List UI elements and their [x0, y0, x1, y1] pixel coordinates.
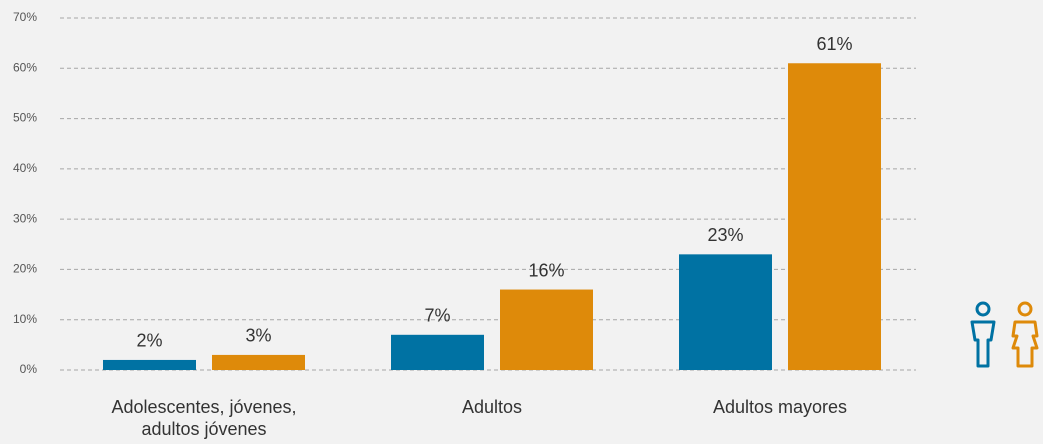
value-label: 16% — [528, 260, 564, 280]
y-tick-label: 70% — [13, 10, 37, 24]
value-label: 7% — [424, 306, 450, 326]
y-tick-label: 40% — [13, 161, 37, 175]
bar — [391, 334, 484, 370]
bar — [788, 63, 881, 370]
bar — [679, 254, 772, 370]
bar — [500, 289, 593, 370]
y-tick-label: 10% — [13, 312, 37, 326]
value-label: 3% — [245, 326, 271, 346]
y-tick-label: 0% — [20, 362, 38, 376]
y-tick-label: 30% — [13, 211, 37, 225]
x-tick-label: Adultos — [461, 397, 523, 417]
y-tick-label: 60% — [13, 60, 37, 74]
x-tick-label: Adultos mayores — [712, 397, 848, 417]
value-label: 61% — [816, 34, 852, 54]
value-label: 2% — [136, 331, 162, 351]
y-tick-label: 50% — [13, 111, 37, 125]
female-icon — [1011, 301, 1039, 368]
y-tick-label: 20% — [13, 262, 37, 276]
bar — [103, 359, 196, 370]
x-tick-label: Adolescentes, jóvenes, adultos jóvenes — [111, 397, 297, 439]
bar — [212, 354, 305, 370]
male-icon — [970, 301, 996, 368]
value-label: 23% — [707, 225, 743, 245]
